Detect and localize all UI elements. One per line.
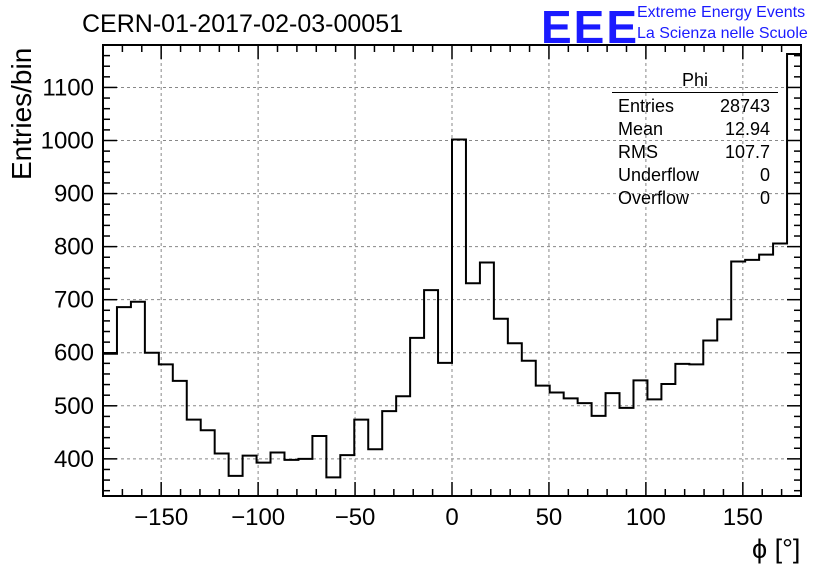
y-tick-label: 800 [54,234,94,261]
axis-tick-labels: −150 −100 −50 0 50 100 150 400 500 600 700 800 900 10… [41,74,763,531]
histogram-bin [159,364,173,496]
histogram-bin [201,430,215,496]
plot-frame [102,44,802,497]
histogram-bin [466,283,480,496]
histogram-bin [731,261,745,496]
histogram-bin [326,477,340,496]
histogram-line [103,53,801,479]
x-tick-label: −150 [134,504,188,531]
histogram-bin [578,403,592,496]
histogram-bin [661,384,675,496]
histogram-bin [340,455,354,496]
histogram-bin [494,319,508,496]
eee-logo: EEE [541,1,640,53]
y-tick-label: 900 [54,181,94,208]
histogram-bin [717,319,731,496]
histogram-bin [620,408,634,496]
histogram-bin [145,353,159,496]
histogram-bin [647,399,661,496]
histogram-bin [131,302,145,496]
x-tick-label: −100 [231,504,285,531]
histogram-bin [117,307,131,496]
stats-label: Entries [618,96,675,116]
stats-name: Phi [612,70,778,93]
stats-label: RMS [618,142,658,162]
histogram-bin [480,263,494,496]
histogram-bin [452,139,466,496]
stats-value: 28743 [719,96,770,116]
y-axis-label: Entries/bin [6,47,37,180]
y-tick-label: 600 [54,340,94,367]
histogram-bin [745,260,759,496]
histogram-bin [368,449,382,496]
histogram-bin [354,420,368,496]
x-tick-label: −50 [335,504,376,531]
histogram-bin [396,396,410,496]
histogram-bin [522,361,536,496]
histogram-bin [312,436,326,496]
histogram-bin [606,393,620,496]
x-tick-label: 150 [723,504,763,531]
histogram-bin [410,338,424,496]
y-tick-label: 1100 [42,74,94,101]
histogram-bin [759,255,773,496]
y-tick-label: 700 [54,287,94,314]
histogram-bin [103,354,117,496]
stats-row-mean: Mean 12.94 [612,118,778,141]
histogram-bin [703,341,717,496]
histogram-bin [773,243,787,496]
histogram-bin [243,456,257,496]
histogram-bin [564,398,578,496]
histogram-bin [438,363,452,496]
y-tick-label: 400 [54,446,94,473]
histogram-bin [215,454,229,496]
stats-label: Underflow [618,165,700,185]
stats-row-rms: RMS 107.7 [612,141,778,164]
histogram-bin [298,459,312,496]
stats-row-overflow: Overflow 0 [612,187,778,210]
histogram-bin [173,381,187,496]
histogram-bin [550,393,564,496]
stats-value: 12.94 [724,119,770,139]
histogram-bin [229,476,243,496]
x-axis-label: ϕ [°] [752,534,801,564]
stats-value: 0 [759,188,770,208]
axis-ticks [102,45,802,496]
y-tick-label: 500 [54,393,94,420]
page-title: CERN-01-2017-02-03-00051 [82,10,404,38]
brand-line-1: Extreme Energy Events [637,4,806,21]
stats-box: Phi Entries 28743 Mean 12.94 RMS 107.7 U… [612,70,778,210]
y-tick-label: 1000 [41,128,94,155]
histogram-bin [689,364,703,496]
stats-label: Overflow [618,188,690,208]
x-tick-label: 100 [626,504,666,531]
histogram-bin [536,386,550,496]
stats-value: 0 [759,165,770,185]
x-tick-label: 50 [536,504,563,531]
brand-line-2: La Scienza nelle Scuole [637,25,808,42]
histogram-bin [187,420,201,496]
stats-row-entries: Entries 28743 [612,95,778,118]
histogram-bin [592,416,606,496]
x-tick-label: 0 [445,504,458,531]
stats-value: 107.7 [724,142,770,162]
stats-row-underflow: Underflow 0 [612,164,778,187]
histogram-series [103,53,801,496]
histogram-bin [382,411,396,496]
histogram-bin [633,380,647,496]
histogram-bin [787,54,801,496]
histogram-bin [675,364,689,496]
histogram-bin [508,343,522,496]
stats-label: Mean [618,119,664,139]
histogram-bin [424,290,438,496]
